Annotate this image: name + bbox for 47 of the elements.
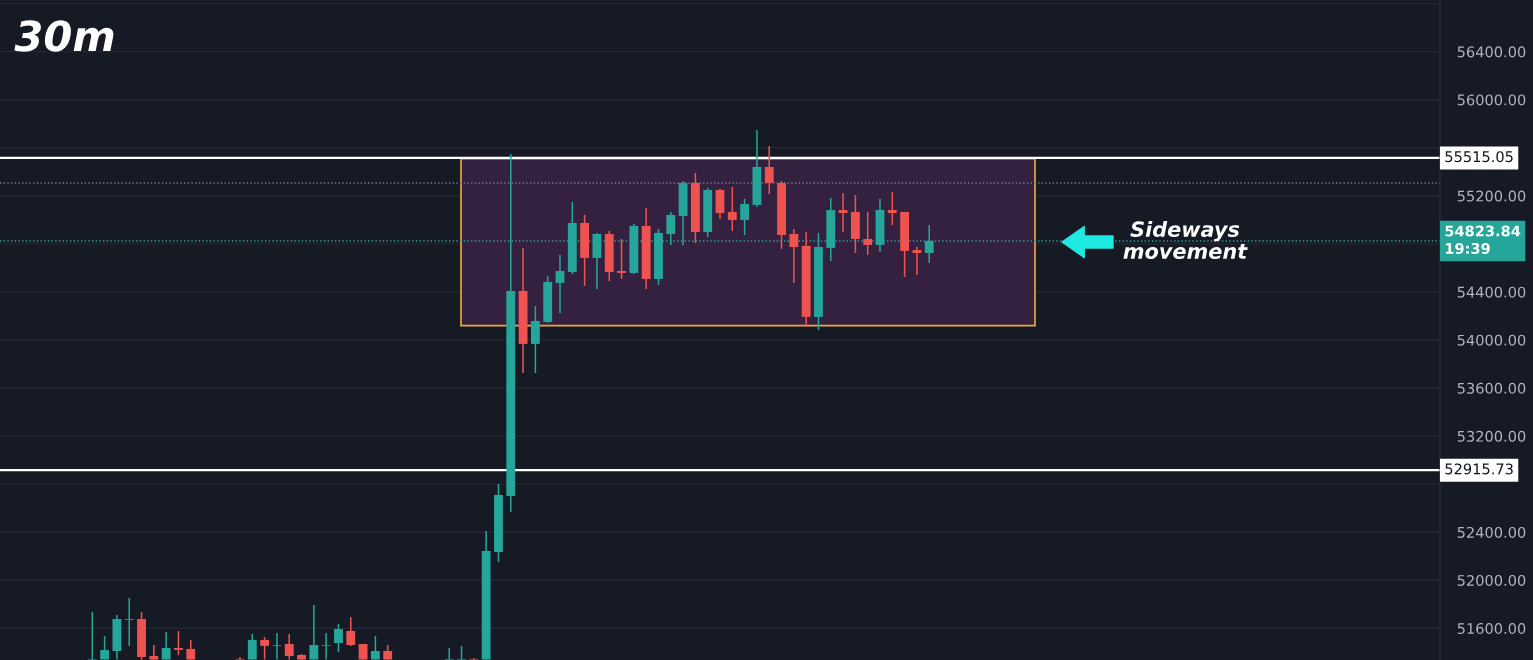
candlestick: [555, 254, 565, 314]
ref-line-label: 55515.05: [1445, 151, 1513, 163]
y-tick-label: 55200.00: [1457, 190, 1526, 202]
candlestick: [838, 192, 848, 233]
y-tick-label: 56000.00: [1457, 94, 1526, 106]
candlestick: [174, 630, 183, 656]
candlestick: [272, 632, 282, 660]
candlestick: [334, 623, 343, 653]
candlestick: [321, 632, 331, 660]
candlestick: [789, 228, 799, 284]
candlestick: [530, 305, 540, 374]
y-tick-label: 52000.00: [1457, 574, 1526, 586]
y-tick-label: 52400.00: [1457, 526, 1526, 538]
candlestick: [666, 211, 676, 246]
candlestick: [186, 639, 196, 660]
y-tick-label: 56400.00: [1457, 46, 1526, 58]
candlestick: [346, 616, 356, 647]
candlestick: [161, 631, 171, 660]
candlestick: [764, 145, 774, 195]
candlestick: [260, 636, 270, 660]
y-tick-label: 54400.00: [1457, 286, 1526, 298]
ref-line-label: 54823.84 19:39: [1445, 225, 1521, 254]
annotation: Sideways movement: [1123, 220, 1248, 259]
candlestick: [149, 644, 159, 660]
candlestick: [444, 647, 454, 660]
candlestick: [100, 635, 110, 660]
y-tick-label: 53600.00: [1457, 382, 1526, 394]
candlestick: [863, 211, 873, 256]
candlestick: [715, 188, 725, 220]
candlestick: [247, 633, 257, 660]
candlestick: [727, 186, 737, 232]
candlestick: [912, 246, 922, 276]
candlestick: [309, 604, 319, 660]
y-tick-label: 54000.00: [1457, 334, 1526, 346]
candlestick: [87, 611, 97, 660]
candlestick: [370, 635, 380, 660]
candlestick: [284, 633, 294, 660]
y-tick-label: 51600.00: [1457, 623, 1526, 635]
chart-title: 30m: [14, 20, 114, 52]
candlestick: [887, 191, 897, 226]
candlestick: [592, 232, 602, 290]
candlestick: [740, 198, 750, 236]
y-tick-label: 53200.00: [1457, 430, 1526, 442]
ref-line-label: 52915.73: [1445, 463, 1513, 475]
candlestick: [617, 238, 626, 280]
candlestick: [124, 597, 134, 647]
candlestick: [235, 656, 245, 660]
